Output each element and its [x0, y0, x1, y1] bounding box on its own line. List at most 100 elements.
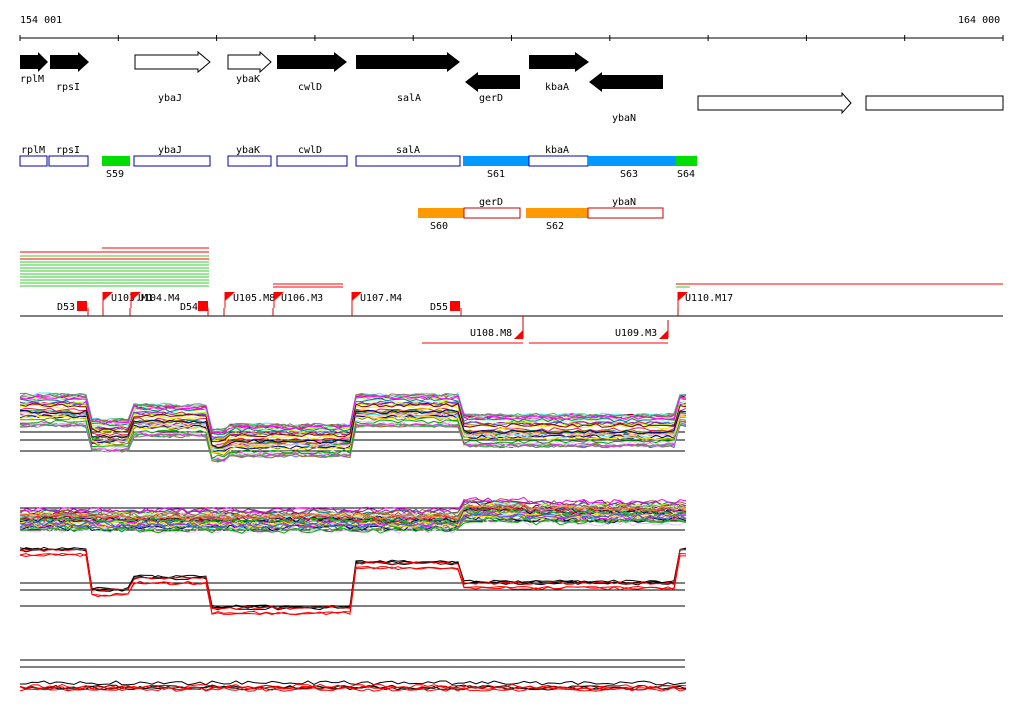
gene-arrow-unnamed-2[interactable] [865, 95, 1004, 111]
segment-S59[interactable] [102, 156, 130, 166]
segment-label-S64: S64 [677, 169, 695, 180]
gene-arrow-ybaK[interactable] [227, 50, 272, 74]
site-label-U110: U110.M17 [685, 293, 733, 304]
segment-label-S61: S61 [487, 169, 505, 180]
segment-cwlD[interactable] [276, 155, 348, 167]
expression-trace [19, 548, 686, 611]
site-label-U104: U104.M4 [138, 293, 180, 304]
gene-arrow-cwlD[interactable] [277, 52, 347, 72]
segment-salA[interactable] [355, 155, 461, 167]
expression-panel-2 [19, 496, 687, 535]
site-label-D55: D55 [430, 302, 448, 313]
expression-trace [19, 548, 687, 610]
segment-label-ybaJ: ybaJ [158, 145, 182, 156]
promoter-U103[interactable] [103, 292, 113, 301]
gene-arrow-kbaA[interactable] [529, 52, 589, 72]
segment-label-salA: salA [396, 145, 420, 156]
segment-rplM[interactable] [19, 155, 48, 167]
gene-label-cwlD: cwlD [298, 82, 322, 93]
terminator-D53[interactable] [77, 301, 87, 311]
terminator-D55[interactable] [450, 301, 460, 311]
segment-ybaK[interactable] [227, 155, 272, 167]
axis-end-label: 164 000 [958, 15, 1000, 26]
segment-S63[interactable] [588, 156, 676, 166]
expression-trace [19, 504, 687, 522]
segment-track-top: rplM rpsI S59 ybaJ ybaK cwlD salA S61 kb… [19, 145, 697, 180]
expression-trace [19, 546, 687, 609]
gene-arrow-ybaJ[interactable] [134, 50, 211, 74]
promoter-U105[interactable] [225, 292, 235, 301]
segment-ybaJ[interactable] [133, 155, 211, 167]
expression-trace [19, 497, 687, 515]
segment-label-ybaK: ybaK [236, 145, 260, 156]
terminator-D54[interactable] [198, 301, 208, 311]
segment-S64[interactable] [676, 156, 697, 166]
site-label-U107: U107.M4 [360, 293, 402, 304]
segment-S61[interactable] [463, 156, 529, 166]
expression-trace [19, 511, 687, 528]
segment-S62[interactable] [526, 208, 588, 218]
gene-arrow-unnamed-1[interactable] [697, 91, 852, 115]
gene-label-gerD: gerD [479, 93, 503, 104]
segment-track-bottom: S60 gerD S62 ybaN [418, 197, 664, 232]
segment-label-kbaA: kbaA [545, 145, 569, 156]
expression-trace [19, 506, 687, 524]
coordinate-axis: 154 001 164 000 [19, 15, 1004, 41]
segment-S60[interactable] [418, 208, 464, 218]
segment-label-rplM: rplM [21, 145, 45, 156]
site-label-U108: U108.M8 [470, 328, 512, 339]
gene-label-ybaJ: ybaJ [158, 93, 182, 104]
gene-label-salA: salA [397, 93, 421, 104]
expression-trace [19, 507, 687, 524]
segment-label-S62: S62 [546, 221, 564, 232]
expression-panel-1 [19, 392, 687, 463]
axis-start-label: 154 001 [20, 15, 62, 26]
segment-label-rpsI: rpsI [56, 145, 80, 156]
expression-trace [19, 419, 687, 460]
promoter-U106[interactable] [274, 292, 284, 301]
site-label-U109: U109.M3 [615, 328, 657, 339]
segment-label-S63: S63 [620, 169, 638, 180]
expression-trace [19, 503, 687, 520]
expression-trace [19, 415, 687, 454]
promoter-U108[interactable] [514, 330, 523, 339]
segment-label-gerD: gerD [479, 197, 503, 208]
promoter-U110[interactable] [678, 292, 688, 301]
expression-trace [19, 402, 687, 443]
gene-arrow-rplM[interactable] [20, 52, 48, 72]
read-coverage-lines [20, 247, 1003, 288]
expression-trace [19, 547, 687, 609]
gene-label-ybaK: ybaK [236, 74, 260, 85]
gene-arrow-salA[interactable] [356, 52, 460, 72]
expression-trace [19, 409, 687, 449]
segment-gerD[interactable] [463, 207, 521, 219]
gene-arrow-rpsI[interactable] [50, 52, 89, 72]
segment-rpsI[interactable] [48, 155, 89, 167]
gene-label-kbaA: kbaA [545, 82, 569, 93]
expression-trace [19, 552, 687, 615]
segment-label-cwlD: cwlD [298, 145, 322, 156]
gene-track: rplM rpsI ybaJ ybaK cwlD salA gerD kbaA … [20, 50, 1004, 124]
site-label-U106: U106.M3 [281, 293, 323, 304]
promoter-U109[interactable] [659, 330, 668, 339]
site-label-D53: D53 [57, 302, 75, 313]
site-label-D54: D54 [180, 302, 198, 313]
promoter-U104[interactable] [131, 292, 141, 301]
gene-label-rplM: rplM [20, 74, 44, 85]
gene-arrow-gerD[interactable] [465, 72, 520, 92]
segment-kbaA[interactable] [528, 155, 589, 167]
expression-trace [19, 686, 687, 692]
promoter-U107[interactable] [352, 292, 362, 301]
gene-arrow-ybaN[interactable] [589, 72, 663, 92]
expression-trace [19, 683, 687, 689]
gene-label-ybaN: ybaN [612, 113, 636, 124]
segment-ybaN[interactable] [587, 207, 664, 219]
expression-trace [19, 503, 687, 519]
site-track: D53 U103.M1 U104.M4 D54 U105.M8 U106.M3 … [20, 292, 1003, 344]
gene-label-rpsI: rpsI [56, 82, 80, 93]
segment-label-S59: S59 [106, 169, 124, 180]
expression-trace [20, 680, 687, 686]
segment-label-S60: S60 [430, 221, 448, 232]
expression-trace [19, 514, 687, 531]
